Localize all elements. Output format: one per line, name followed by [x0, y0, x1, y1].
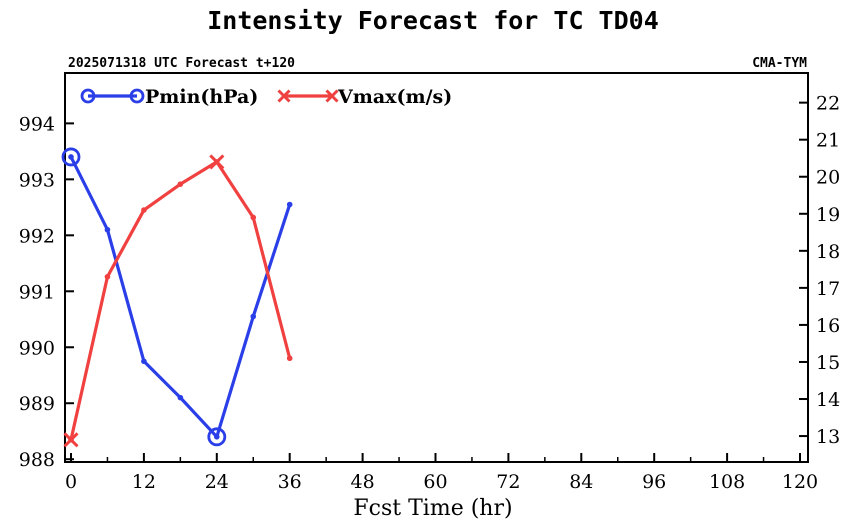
legend-marker-pmin: [80, 88, 96, 104]
extreme-marker-x: [63, 432, 79, 448]
chart-subtitle-right: CMA-TYM: [752, 56, 807, 71]
x-tick-label: 96: [642, 471, 666, 493]
y-left-tick-label: 991: [19, 281, 55, 303]
y-axis-right: 13 14 15 16 17 18 19 20 21 22: [799, 93, 840, 448]
y-right-tick-label: 19: [816, 204, 840, 226]
legend-marker-vmax: [325, 89, 339, 103]
extreme-marker-circle: [61, 147, 81, 167]
legend-label-pmin: Pmin(hPa): [145, 86, 258, 108]
legend-label-vmax: Vmax(m/s): [337, 86, 452, 108]
y-left-tick-label: 989: [19, 393, 55, 415]
legend-marker-vmax: [277, 89, 291, 103]
x-tick-label: 12: [132, 471, 156, 493]
chart-title: Intensity Forecast for TC TD04: [207, 6, 659, 35]
y-left-tick-label: 993: [19, 169, 55, 191]
data-point: [250, 214, 257, 221]
y-right-tick-label: 17: [816, 278, 840, 300]
plot-area-frame: [64, 72, 809, 463]
data-point: [141, 358, 147, 365]
data-point: [141, 207, 147, 213]
y-left-tick-label: 994: [19, 113, 55, 135]
x-tick-label: 60: [423, 471, 447, 493]
y-left-tick-label: 992: [19, 225, 55, 247]
y-right-tick-label: 13: [816, 426, 840, 448]
y-left-tick-label: 990: [19, 337, 55, 359]
y-right-tick-label: 22: [816, 93, 840, 115]
extreme-marker-x: [209, 154, 225, 170]
x-axis-label: Fcst Time (hr): [353, 496, 512, 521]
y-left-tick-label: 988: [19, 449, 55, 471]
data-point: [286, 201, 293, 208]
x-tick-label: 72: [496, 471, 520, 493]
x-tick-label: 24: [205, 471, 229, 493]
x-tick-label: 36: [278, 471, 302, 493]
y-right-tick-label: 18: [816, 241, 840, 263]
x-tick-label: 84: [569, 471, 593, 493]
data-point: [214, 434, 220, 440]
data-point: [68, 154, 74, 160]
data-point: [104, 273, 111, 280]
legend: Pmin(hPa) Vmax(m/s): [80, 86, 452, 108]
y-axis-left: 988 989 990 991 992 993 994: [19, 113, 74, 471]
y-right-tick-label: 15: [816, 352, 840, 374]
x-tick-label: 0: [65, 471, 77, 493]
chart-subtitle-left: 2025071318 UTC Forecast t+120: [68, 56, 295, 71]
y-right-tick-label: 16: [816, 315, 840, 337]
y-right-tick-label: 21: [816, 130, 840, 152]
y-right-tick-label: 20: [816, 167, 840, 189]
data-point: [286, 355, 293, 362]
extreme-marker-circle: [207, 427, 227, 447]
legend-marker-pmin: [129, 88, 145, 104]
y-right-tick-label: 14: [816, 389, 840, 411]
data-point: [177, 394, 184, 401]
x-tick-label: 108: [709, 471, 745, 493]
data-point: [104, 226, 111, 233]
x-tick-label: 48: [351, 471, 375, 493]
data-point: [250, 313, 257, 320]
data-point: [177, 181, 184, 187]
series-layer: [61, 147, 293, 448]
x-axis: 0 12 24 36 48 60 72 84 96 108 120: [65, 453, 818, 493]
x-tick-label: 120: [782, 471, 818, 493]
